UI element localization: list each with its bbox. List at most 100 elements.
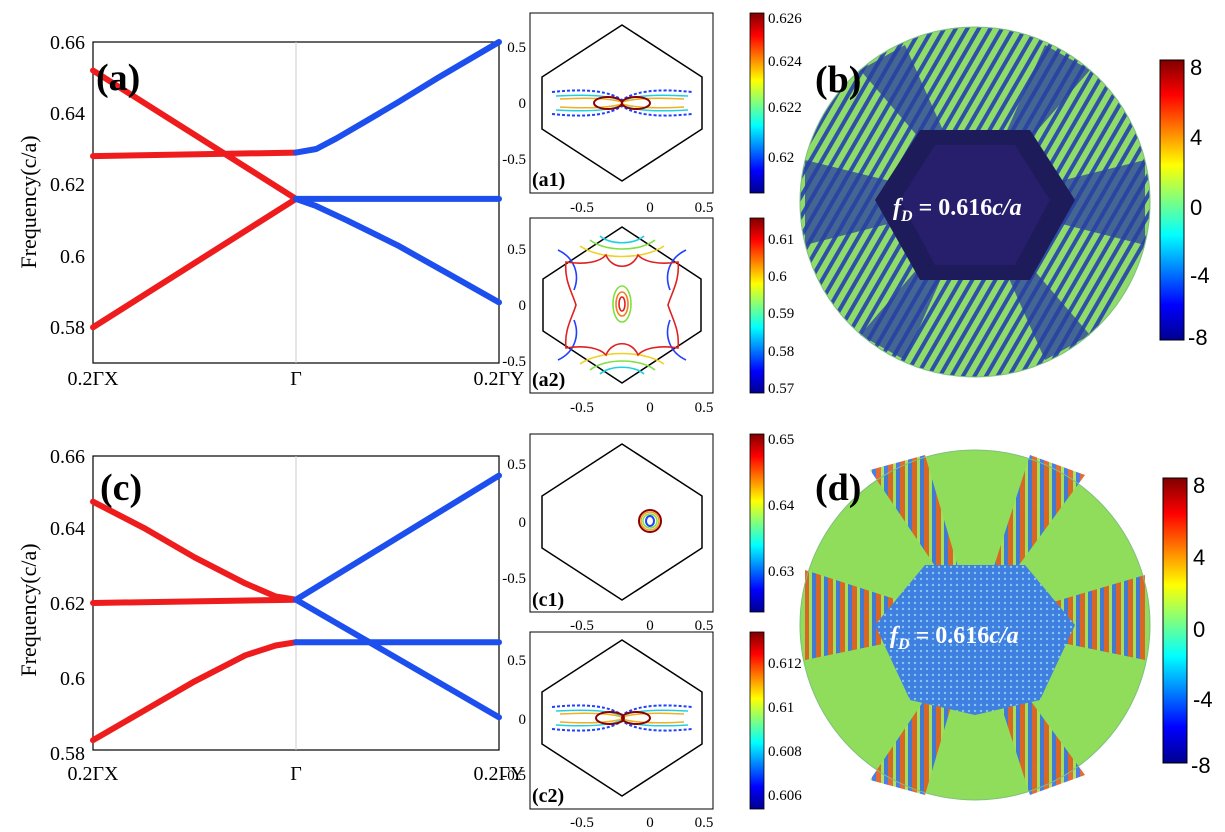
y-tick: 0.64 (50, 103, 85, 125)
panel-label-a: (a) (96, 57, 140, 99)
contour-panel-a1: (a1) 0.5 0 -0.5 -0.5 0 0.5 0.626 0.624 0… (502, 11, 802, 216)
x-tick: -0.5 (570, 815, 594, 831)
y-axis-label: Frequency(c/a) (16, 135, 41, 268)
contour-panel-c2: (c2) 0.5 0 -0.5 -0.5 0 0.5 0.612 0.61 0.… (502, 631, 802, 831)
colorbar-tick: 0.58 (768, 344, 794, 360)
colorbar-ticks: 8 4 0 -4 -8 (1188, 55, 1210, 350)
colorbar-tick: 0.626 (768, 11, 802, 27)
contour-lines (551, 89, 693, 117)
brillouin-zone (541, 443, 703, 601)
x-tick: 0.2ΓY (473, 368, 524, 390)
y-tick: 0.64 (50, 518, 85, 540)
colorbar-ticks: 0.626 0.624 0.622 0.62 (768, 11, 802, 166)
y-tick: 0.5 (507, 457, 526, 473)
colorbar-ticks: 0.612 0.61 0.608 0.606 (768, 656, 802, 804)
colorbar (749, 433, 765, 613)
panel-label-b: (b) (815, 59, 861, 101)
colorbar (749, 631, 765, 810)
panel-label-c2: (c2) (532, 785, 564, 807)
band-line-c-0 (90, 498, 299, 603)
x-tick: 0.5 (695, 400, 714, 416)
y-tick: 0 (519, 96, 527, 112)
colorbar-tick: 0.59 (768, 306, 794, 322)
y-ticks: 0.66 0.64 0.62 0.6 0.58 (50, 446, 85, 765)
colorbar-tick: 0.606 (768, 788, 802, 804)
band-line-a-5 (293, 195, 502, 306)
y-tick: 0.5 (507, 242, 526, 258)
panel-label-c1: (c1) (532, 589, 564, 611)
band-line-c-3 (293, 472, 502, 603)
y-tick: -0.5 (502, 768, 526, 784)
x-tick: 0 (646, 200, 654, 216)
band-line-a-2 (90, 195, 299, 331)
x-tick: 0.2ΓY (473, 763, 524, 785)
panel-label-a2: (a2) (532, 369, 565, 391)
y-tick: 0.5 (507, 653, 526, 669)
band-line-a-1 (90, 149, 299, 160)
colorbar-tick: 0.63 (768, 564, 794, 580)
colorbar-tick: 0.62 (768, 150, 794, 166)
colorbar-tick: 0.64 (768, 498, 795, 514)
series-group (90, 472, 502, 744)
colorbar-tick: 4 (1193, 545, 1205, 570)
x-tick: -0.5 (570, 200, 594, 216)
colorbar-tick: 0.61 (768, 700, 794, 716)
colorbar-tick: -8 (1188, 325, 1208, 350)
contour-lines (557, 235, 687, 375)
contour-panel-a2: (a2) 0.5 0 -0.5 -0.5 0 0.5 0.61 0.6 0.59… (502, 217, 795, 416)
colorbar-ticks: 0.61 0.6 0.59 0.58 0.57 (768, 232, 795, 397)
x-tick: 0.5 (695, 618, 714, 634)
y-tick: 0.62 (50, 174, 85, 196)
panel-label-c: (c) (100, 467, 142, 509)
field-map-panel-d: (d) fD = 0.616c/a 8 4 0 -4 -8 (799, 449, 1213, 801)
colorbar-tick: 0.622 (768, 100, 802, 116)
y-tick: 0 (519, 298, 527, 314)
y-tick: 0.62 (50, 593, 85, 615)
colorbar-tick: 0.6 (768, 269, 787, 285)
y-tick: -0.5 (502, 571, 526, 587)
y-tick: 0 (519, 712, 527, 728)
y-tick: 0.58 (50, 743, 85, 765)
colorbar-ticks: 0.65 0.64 0.63 (768, 432, 795, 580)
y-ticks: 0.66 0.64 0.62 0.6 0.58 (50, 32, 85, 339)
brillouin-zone (541, 639, 703, 797)
colorbar-tick: 8 (1190, 55, 1202, 80)
y-tick: 0 (519, 515, 527, 531)
y-axis-label: Frequency(c/a) (16, 543, 41, 676)
x-tick: Γ (290, 368, 302, 390)
band-line-a-0 (90, 67, 299, 202)
y-tick: 0.66 (50, 446, 85, 468)
x-tick: -0.5 (570, 400, 594, 416)
panel-label-d: (d) (815, 467, 861, 509)
x-tick: 0.2ΓX (67, 368, 119, 390)
x-tick: 0 (646, 618, 654, 634)
brillouin-zone (541, 24, 703, 182)
x-tick: 0 (646, 815, 654, 831)
colorbar (749, 12, 765, 194)
central-defect-region (875, 565, 1075, 715)
colorbar (749, 217, 765, 394)
plot-frame (529, 217, 714, 394)
y-tick: 0.6 (60, 246, 85, 268)
contour-lines (638, 509, 662, 533)
band-structure-panel-a: (a) 0.66 0.64 0.62 0.6 0.58 0.2ΓX Γ 0.2Γ… (16, 32, 525, 390)
x-tick: Γ (290, 763, 302, 785)
x-tick: 0.5 (695, 815, 714, 831)
series-group (90, 39, 502, 331)
colorbar-tick: -4 (1193, 687, 1213, 712)
colorbar-tick: 0.65 (768, 432, 794, 448)
colorbar-tick: -4 (1190, 263, 1210, 288)
colorbar-tick: 4 (1190, 125, 1202, 150)
band-line-c-2 (90, 639, 299, 744)
colorbar-tick: 0.624 (768, 54, 802, 70)
plot-frame (529, 433, 714, 613)
band-line-c-1 (90, 596, 299, 606)
colorbar-tick: 0.57 (768, 381, 795, 397)
y-tick: 0.5 (507, 40, 526, 56)
colorbar-tick: 0 (1190, 195, 1202, 220)
colorbar-tick: 0.612 (768, 656, 802, 672)
y-tick: 0.66 (50, 32, 85, 54)
contour-panel-c1: (c1) 0.5 0 -0.5 -0.5 0 0.5 0.65 0.64 0.6… (502, 432, 795, 634)
band-structure-panel-c: (c) 0.66 0.64 0.62 0.6 0.58 0.2ΓX Γ 0.2Γ… (16, 446, 525, 785)
